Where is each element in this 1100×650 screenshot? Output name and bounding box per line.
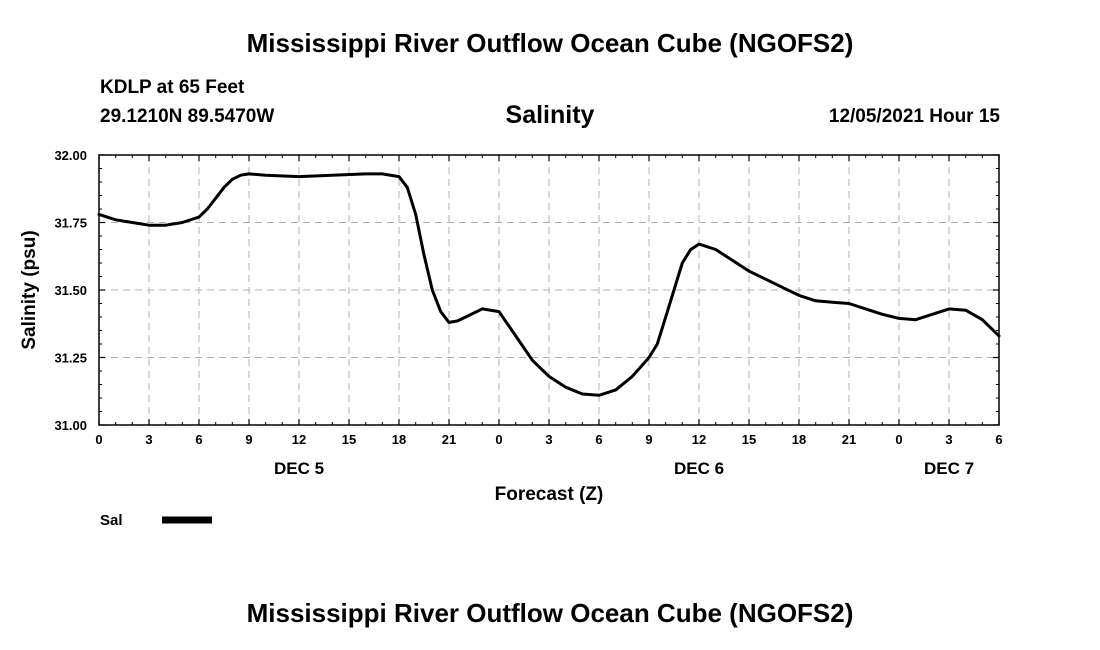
station-coordinates: 29.1210N 89.5470W [100, 106, 275, 127]
x-tick-label: 9 [645, 432, 652, 447]
x-tick-label: 3 [945, 432, 952, 447]
y-tick-label: 31.25 [54, 351, 87, 366]
plot-frame [98, 154, 1000, 426]
date-label: DEC 6 [674, 459, 724, 478]
tick-labels: 0 3 6 9 12 15 18 21 0 3 6 9 12 15 18 21 0 3 6 31.00 31.25 31.… [54, 148, 1002, 478]
x-tick-label: 18 [792, 432, 806, 447]
x-tick-label: 3 [145, 432, 152, 447]
date-label: DEC 5 [274, 459, 324, 478]
x-tick-label: 21 [842, 432, 856, 447]
x-tick-label: 3 [545, 432, 552, 447]
y-tick-label: 31.75 [54, 216, 87, 231]
x-tick-label: 6 [195, 432, 202, 447]
y-tick-label: 31.00 [54, 418, 87, 433]
y-tick-label: 31.50 [54, 283, 87, 298]
x-axis-label: Forecast (Z) [495, 484, 604, 505]
page-title: Mississippi River Outflow Ocean Cube (NG… [246, 28, 854, 58]
x-tick-label: 12 [692, 432, 706, 447]
y-tick-label: 32.00 [54, 148, 87, 163]
x-tick-label: 18 [392, 432, 406, 447]
x-tick-label: 6 [595, 432, 602, 447]
x-tick-label: 12 [292, 432, 306, 447]
x-tick-label: 15 [742, 432, 756, 447]
x-tick-label: 6 [995, 432, 1002, 447]
station-name: KDLP at 65 Feet [100, 77, 245, 98]
x-tick-label: 21 [442, 432, 456, 447]
y-axis-label: Salinity (psu) [19, 230, 40, 349]
salinity-chart: 0 3 6 9 12 15 18 21 0 3 6 9 12 15 18 21 0 3 6 31.00 31.25 31.… [19, 148, 1003, 529]
series-line-sal [97, 172, 1001, 397]
x-tick-label: 0 [95, 432, 102, 447]
legend: Sal [100, 512, 212, 529]
chart-title: Salinity [505, 101, 595, 129]
x-tick-label: 0 [495, 432, 502, 447]
series-lines [97, 172, 1001, 397]
legend-label-sal: Sal [100, 512, 123, 529]
grid-lines [99, 155, 999, 425]
date-label: DEC 7 [924, 459, 974, 478]
forecast-time: 12/05/2021 Hour 15 [828, 106, 1000, 127]
x-tick-label: 0 [895, 432, 902, 447]
x-tick-label: 9 [245, 432, 252, 447]
footer-title: Mississippi River Outflow Ocean Cube (NG… [246, 598, 854, 628]
x-tick-label: 15 [342, 432, 356, 447]
